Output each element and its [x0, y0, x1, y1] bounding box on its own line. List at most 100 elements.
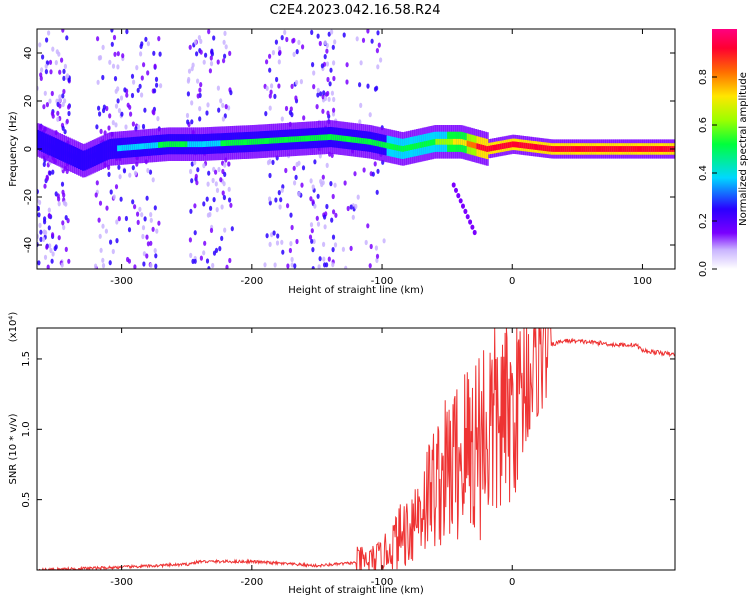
- heatmap-cell: [144, 143, 147, 149]
- colorbar-label: Normalized spectral amplitude: [738, 72, 749, 226]
- heatmap-cell: [316, 92, 320, 98]
- heatmap-cell: [61, 29, 65, 33]
- snr-frame: [36, 327, 676, 571]
- heatmap-cell: [217, 107, 221, 113]
- heatmap-cell: [167, 141, 171, 148]
- heatmap-cell: [382, 238, 386, 244]
- heatmap-cell: [662, 146, 665, 152]
- heatmap-cell: [322, 256, 326, 262]
- heatmap-cell: [108, 260, 112, 266]
- heatmap-cell: [115, 238, 119, 244]
- heatmap-cell: [216, 140, 220, 147]
- heatmap-cell: [298, 136, 302, 142]
- heatmap-cell: [220, 235, 224, 241]
- heatmap-cell: [312, 135, 315, 141]
- heatmap-cell: [494, 144, 497, 151]
- heatmap-cell: [278, 49, 282, 56]
- heatmap-cell: [214, 181, 218, 187]
- heatmap-cell: [603, 146, 606, 152]
- heatmap-cell: [255, 138, 259, 145]
- heatmap-cell: [181, 141, 185, 148]
- heatmap-cell: [44, 69, 49, 75]
- heatmap-cell: [425, 140, 429, 147]
- heatmap-cell: [331, 262, 335, 268]
- heatmap-cell: [113, 76, 118, 82]
- heatmap-cell: [67, 258, 71, 264]
- snr-panel: -300 -200 -100 0 0.5 1.0 1.5 Height of straig…: [8, 312, 676, 596]
- heatmap-cell: [246, 139, 249, 145]
- heatmap-cell: [224, 140, 228, 146]
- heatmap-cell: [611, 146, 614, 152]
- heatmap-cell: [140, 41, 144, 47]
- heatmap-cell: [112, 34, 117, 41]
- x-tick-label: 0: [509, 276, 515, 287]
- heatmap-cell: [83, 157, 87, 164]
- heatmap-cell: [130, 144, 134, 151]
- heatmap-cell: [413, 143, 417, 150]
- heatmap-cell: [131, 121, 135, 127]
- heatmap-cell: [349, 204, 353, 210]
- heatmap-cell: [439, 138, 442, 145]
- heatmap-cell: [332, 107, 336, 113]
- heatmap-cell: [112, 194, 116, 200]
- heatmap-cell: [345, 136, 349, 142]
- heatmap-cell: [331, 111, 336, 117]
- heatmap-cell: [326, 110, 330, 116]
- heatmap-cell: [45, 244, 49, 250]
- heatmap-cell: [474, 142, 478, 149]
- heatmap-cell: [137, 124, 141, 130]
- heatmap-cell: [308, 135, 312, 142]
- heatmap-cell: [110, 29, 114, 33]
- heatmap-cell: [61, 220, 65, 226]
- heatmap-cell: [290, 262, 294, 268]
- heatmap-cell: [205, 110, 209, 116]
- heatmap-cell: [142, 261, 146, 267]
- heatmap-cell: [269, 137, 272, 144]
- heatmap-cell: [109, 189, 113, 195]
- y-tick-label: 1.0: [21, 421, 32, 437]
- heatmap-cell: [356, 194, 360, 200]
- heatmap-cell: [47, 213, 51, 219]
- heatmap-cell: [61, 101, 65, 108]
- heatmap-cell: [580, 146, 583, 152]
- colorbar: 0.0 0.2 0.4 0.6 0.8 Normalized spectral ampl…: [698, 29, 749, 277]
- heatmap-cell: [640, 146, 644, 152]
- heatmap-cell: [146, 41, 150, 47]
- heatmap-cell: [215, 207, 219, 213]
- heatmap-cell: [310, 135, 313, 142]
- heatmap-cell: [221, 102, 225, 108]
- heatmap-cell: [219, 98, 223, 104]
- heatmap-cell: [143, 216, 147, 222]
- heatmap-cell: [234, 139, 237, 146]
- heatmap-cell: [443, 138, 446, 145]
- heatmap-cell: [158, 142, 161, 148]
- heatmap-cell: [72, 153, 75, 160]
- heatmap-cell: [48, 142, 52, 149]
- heatmap-cell: [544, 145, 548, 152]
- heatmap-cell: [38, 199, 42, 206]
- heatmap-cell: [189, 208, 193, 214]
- heatmap-cell: [219, 177, 223, 183]
- heatmap-cell: [210, 48, 214, 54]
- heatmap-cell: [265, 138, 269, 144]
- heatmap-cell: [111, 120, 115, 126]
- heatmap-cell: [119, 196, 123, 202]
- heatmap-cell: [264, 111, 268, 117]
- heatmap-cell: [64, 246, 68, 252]
- heatmap-cell: [619, 146, 622, 152]
- heatmap-cell: [227, 161, 231, 167]
- heatmap-cell: [299, 79, 303, 85]
- heatmap-cell: [56, 110, 60, 116]
- heatmap-cell: [230, 139, 233, 146]
- heatmap-cell: [288, 110, 292, 116]
- heatmap-cell: [423, 141, 427, 147]
- heatmap-cell: [490, 145, 493, 152]
- heatmap-cell: [238, 139, 241, 146]
- heatmap-cell: [496, 144, 499, 151]
- heatmap-cell: [190, 100, 194, 106]
- heatmap-cell: [330, 134, 333, 140]
- heatmap-cell: [47, 225, 51, 231]
- heatmap-cell: [224, 104, 228, 110]
- heatmap-cell: [65, 35, 69, 41]
- heatmap-cell: [667, 146, 671, 152]
